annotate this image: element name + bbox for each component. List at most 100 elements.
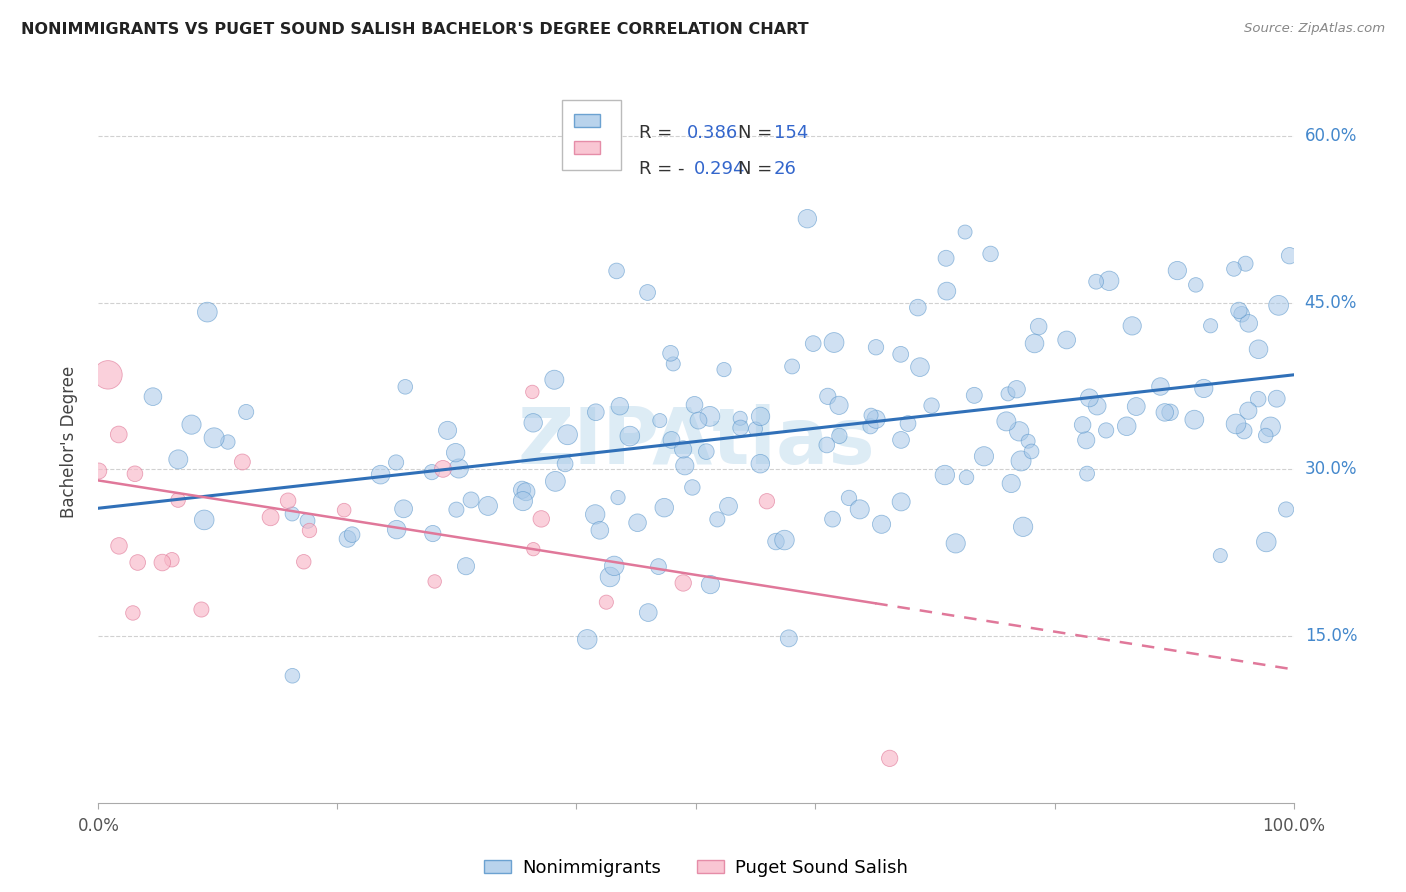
- Point: [860, 409, 883, 423]
- Point: [554, 457, 576, 471]
- Point: [1237, 317, 1260, 331]
- Point: [1024, 336, 1046, 351]
- Point: [167, 452, 190, 467]
- Point: [522, 384, 544, 399]
- Point: [778, 632, 800, 646]
- Point: [340, 527, 363, 541]
- Point: [1199, 318, 1222, 333]
- Point: [1012, 520, 1035, 534]
- Point: [160, 553, 183, 567]
- Point: [1237, 403, 1260, 417]
- Point: [935, 252, 957, 266]
- Point: [828, 398, 851, 412]
- Point: [730, 421, 752, 435]
- Point: [890, 433, 912, 447]
- Point: [599, 570, 621, 584]
- Point: [392, 501, 415, 516]
- Point: [821, 512, 844, 526]
- Point: [672, 576, 695, 591]
- Text: 45.0%: 45.0%: [1305, 293, 1357, 311]
- Y-axis label: Bachelor's Degree: Bachelor's Degree: [59, 366, 77, 517]
- Point: [683, 398, 706, 412]
- Point: [1166, 263, 1188, 277]
- Point: [606, 264, 628, 278]
- Point: [589, 524, 612, 538]
- Point: [637, 606, 659, 620]
- Point: [688, 414, 710, 428]
- Point: [648, 414, 671, 428]
- Point: [1260, 420, 1282, 434]
- Point: [897, 417, 920, 431]
- Point: [879, 751, 901, 765]
- Point: [796, 211, 818, 226]
- Point: [1121, 318, 1143, 333]
- Point: [728, 411, 751, 425]
- Point: [460, 492, 482, 507]
- Point: [749, 457, 772, 471]
- Point: [298, 524, 321, 538]
- Point: [603, 558, 626, 573]
- Point: [454, 559, 477, 574]
- Point: [510, 483, 533, 497]
- Point: [512, 494, 534, 508]
- Text: 0.294: 0.294: [693, 160, 745, 178]
- Point: [1265, 392, 1288, 406]
- Point: [870, 517, 893, 532]
- Point: [1071, 417, 1094, 432]
- Point: [647, 559, 669, 574]
- Point: [420, 465, 443, 479]
- Point: [1085, 399, 1108, 413]
- Point: [921, 399, 943, 413]
- Point: [652, 500, 675, 515]
- Point: [838, 491, 860, 505]
- Point: [765, 534, 787, 549]
- Point: [202, 431, 225, 445]
- Point: [973, 450, 995, 464]
- Point: [865, 340, 887, 354]
- Point: [828, 429, 851, 443]
- Text: R = -: R = -: [638, 160, 685, 178]
- Point: [626, 516, 648, 530]
- Point: [1153, 405, 1175, 419]
- Point: [122, 606, 145, 620]
- Point: [801, 336, 824, 351]
- Point: [945, 536, 967, 550]
- Point: [963, 388, 986, 402]
- Point: [780, 359, 803, 374]
- Point: [297, 514, 319, 528]
- Point: [195, 305, 218, 319]
- Point: [1278, 249, 1301, 263]
- Point: [1028, 319, 1050, 334]
- Text: 30.0%: 30.0%: [1305, 460, 1357, 478]
- Point: [1076, 467, 1098, 481]
- Point: [97, 368, 120, 382]
- Point: [292, 555, 315, 569]
- Point: [277, 493, 299, 508]
- Point: [259, 510, 281, 524]
- Text: 15.0%: 15.0%: [1305, 627, 1357, 645]
- Text: ZIPAtlas: ZIPAtlas: [517, 403, 875, 480]
- Point: [107, 427, 129, 442]
- Point: [522, 416, 544, 430]
- Point: [530, 512, 553, 526]
- Point: [865, 412, 887, 426]
- Point: [637, 285, 659, 300]
- Point: [1159, 405, 1181, 419]
- Point: [995, 414, 1018, 428]
- Point: [446, 502, 468, 516]
- Point: [848, 502, 870, 516]
- Point: [1234, 257, 1257, 271]
- Point: [744, 422, 766, 436]
- Point: [907, 301, 929, 315]
- Point: [1125, 400, 1147, 414]
- Point: [544, 475, 567, 489]
- Point: [235, 405, 257, 419]
- Text: 26: 26: [773, 160, 797, 178]
- Point: [817, 389, 839, 403]
- Point: [1078, 391, 1101, 405]
- Legend: Nonimmigrants, Puget Sound Salish: Nonimmigrants, Puget Sound Salish: [477, 852, 915, 884]
- Text: NONIMMIGRANTS VS PUGET SOUND SALISH BACHELOR'S DEGREE CORRELATION CHART: NONIMMIGRANTS VS PUGET SOUND SALISH BACH…: [21, 22, 808, 37]
- Point: [1225, 417, 1247, 431]
- Point: [370, 467, 392, 482]
- Point: [755, 494, 778, 508]
